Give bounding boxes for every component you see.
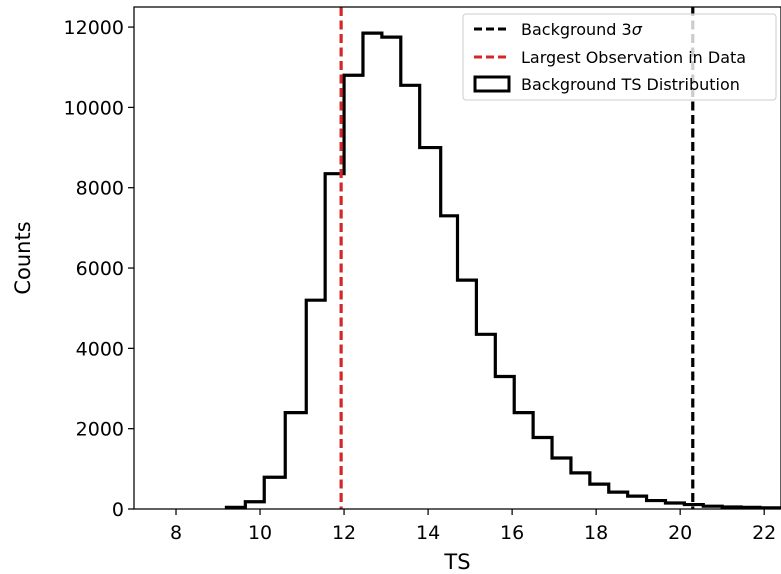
y-axis-title: Counts: [11, 221, 35, 294]
legend-swatch-background-ts-distribution: [473, 75, 511, 93]
x-tick-label: 22: [752, 522, 776, 544]
y-tick-label: 6000: [76, 258, 124, 280]
legend: Background 3σ Largest Observation in Dat…: [462, 13, 777, 101]
plot-frame: [133, 6, 781, 510]
legend-label-background-ts-distribution: Background TS Distribution: [521, 75, 740, 94]
x-tick-label: 16: [500, 522, 524, 544]
y-tick-label: 2000: [76, 419, 124, 441]
x-tick-label: 20: [668, 522, 692, 544]
legend-label-sigma: σ: [632, 20, 643, 39]
y-axis: 0 2000 4000 6000 8000 10000 12000: [64, 17, 134, 521]
histogram-step-outline: [224, 31, 781, 510]
x-axis: 8 10 12 14 16 18 20 22: [170, 509, 776, 544]
legend-label-prefix: Background 3: [521, 20, 632, 39]
y-tick-label: 4000: [76, 338, 124, 360]
legend-frame: [462, 13, 777, 101]
legend-label-largest-observation: Largest Observation in Data: [521, 48, 746, 67]
y-tick-label: 8000: [76, 178, 124, 200]
x-tick-label: 12: [332, 522, 356, 544]
x-axis-title: TS: [443, 550, 470, 574]
x-tick-label: 8: [170, 522, 182, 544]
y-tick-label: 0: [112, 499, 124, 521]
x-tick-label: 18: [584, 522, 608, 544]
y-tick-label: 12000: [64, 17, 124, 39]
legend-label-background-3sigma: Background 3σ: [521, 20, 643, 39]
x-tick-label: 14: [416, 522, 440, 544]
x-tick-label: 10: [248, 522, 272, 544]
y-tick-label: 10000: [64, 97, 124, 119]
